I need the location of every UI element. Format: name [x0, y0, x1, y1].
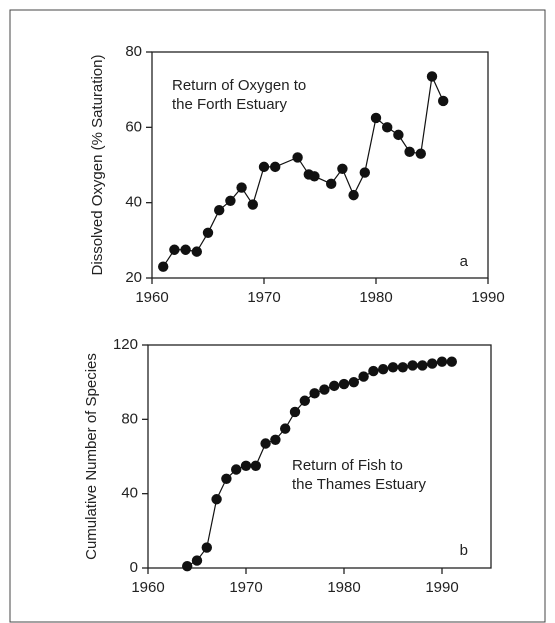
- y-tick-label: 120: [113, 336, 138, 353]
- data-point: [270, 161, 281, 173]
- frame: [9, 9, 546, 623]
- data-point: [326, 178, 337, 190]
- x-tick-label: 1970: [247, 289, 280, 306]
- data-point: [211, 494, 222, 505]
- data-point: [337, 163, 348, 174]
- data-point: [370, 112, 382, 124]
- data-point: [231, 464, 242, 475]
- y-tick-label: 80: [125, 43, 142, 60]
- data-point: [417, 360, 428, 371]
- data-point: [236, 182, 247, 193]
- plot-frame: [147, 344, 492, 569]
- data-point: [382, 122, 393, 133]
- x-tick-label: 1990: [425, 579, 458, 596]
- data-point: [280, 423, 291, 434]
- x-tick-label: 1970: [229, 579, 262, 596]
- y-tick-label: 0: [130, 559, 138, 576]
- x-tick-label: 1990: [471, 289, 504, 306]
- data-point: [169, 244, 180, 255]
- data-point: [438, 95, 449, 107]
- panel-label: b: [460, 542, 468, 559]
- x-tick-label: 1960: [135, 289, 168, 306]
- data-point: [299, 395, 310, 406]
- data-point: [329, 380, 340, 392]
- data-point: [214, 205, 225, 216]
- data-point: [397, 362, 408, 373]
- annotation: Return of Oxygen to: [172, 77, 306, 94]
- data-point: [378, 363, 389, 375]
- data-point: [348, 376, 359, 388]
- data-point: [182, 560, 193, 572]
- data-point: [348, 189, 359, 201]
- data-point: [309, 171, 320, 182]
- data-point: [270, 434, 281, 445]
- data-point: [158, 261, 169, 272]
- annotation: the Thames Estuary: [292, 476, 426, 493]
- data-point: [247, 199, 258, 210]
- data-point: [358, 371, 369, 382]
- data-point: [250, 460, 261, 471]
- y-tick-label: 40: [121, 485, 138, 502]
- x-tick-label: 1960: [131, 579, 164, 596]
- annotation: the Forth Estuary: [172, 96, 288, 113]
- data-point: [221, 473, 232, 484]
- data-point: [289, 406, 301, 418]
- data-point: [191, 555, 203, 566]
- y-tick-label: 20: [125, 269, 142, 286]
- data-point: [292, 152, 303, 163]
- data-point: [404, 146, 415, 158]
- data-point: [427, 358, 438, 369]
- data-point: [201, 542, 212, 553]
- data-point: [338, 378, 350, 390]
- y-axis-label: Cumulative Number of Species: [83, 353, 100, 560]
- y-tick-label: 60: [125, 118, 142, 135]
- data-point: [202, 227, 214, 238]
- data-point: [260, 438, 271, 449]
- data-point: [368, 365, 379, 377]
- data-point: [436, 356, 448, 367]
- data-point: [258, 161, 270, 173]
- y-tick-label: 40: [125, 194, 142, 211]
- data-point: [426, 71, 438, 82]
- annotation: Return of Fish to: [292, 457, 403, 474]
- data-point: [319, 384, 330, 395]
- data-point: [180, 244, 191, 255]
- data-point: [393, 129, 404, 141]
- data-point: [225, 195, 236, 206]
- x-tick-label: 1980: [327, 579, 360, 596]
- data-point: [240, 460, 252, 471]
- data-point: [191, 246, 202, 257]
- plot-frame: [151, 51, 489, 279]
- panel-label: a: [460, 253, 469, 270]
- data-point: [309, 388, 320, 399]
- data-point: [407, 360, 418, 371]
- data-point: [359, 167, 370, 178]
- y-tick-label: 80: [121, 410, 138, 427]
- data-point: [415, 148, 426, 159]
- x-tick-label: 1980: [359, 289, 392, 306]
- data-point: [446, 356, 457, 367]
- y-axis-label: Dissolved Oxygen (% Saturation): [89, 55, 106, 276]
- data-point: [387, 362, 399, 373]
